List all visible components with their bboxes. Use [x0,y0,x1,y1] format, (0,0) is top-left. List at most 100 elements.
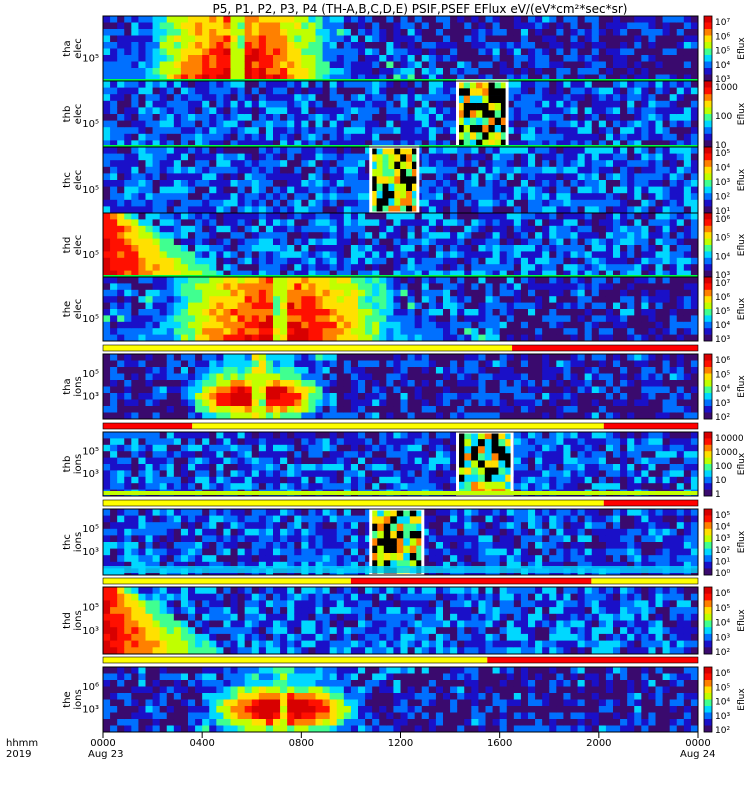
heat-cell [110,373,118,381]
heat-cell [485,309,493,316]
burst-cell [382,147,389,155]
heat-cell [308,42,316,49]
heat-cell [379,140,387,148]
heat-cell [690,153,699,161]
heat-cell [676,186,685,194]
heat-cell [244,399,253,407]
heat-cell [294,373,302,381]
heat-cell [393,42,401,49]
burst-cell [469,139,477,148]
heat-cell [683,42,692,49]
heat-cell [173,380,182,387]
heat-cell [485,48,493,56]
heat-cell [202,42,210,49]
heat-cell [145,160,153,168]
heat-cell [188,245,196,252]
burst-cell [388,169,395,177]
heat-cell [485,270,493,278]
heat-cell [124,160,132,168]
heat-cell [450,94,458,102]
colorbar-tick-label: 10⁴ [715,164,730,174]
heat-cell [556,114,564,121]
heat-cell [464,199,472,207]
heat-cell [513,74,522,82]
heat-cell [435,35,444,43]
heat-cell [287,354,295,361]
heat-cell [428,120,437,128]
heat-cell [669,213,678,220]
heat-cell [591,61,600,69]
heat-cell [535,334,543,342]
colorbar-segment [704,120,712,128]
heat-cell [379,386,387,394]
burst-cell [488,88,496,96]
heat-cell [570,42,578,49]
heat-cell [251,393,260,400]
heat-cell [166,251,175,259]
heat-cell [421,81,430,88]
heat-cell [386,245,394,252]
heat-cell [110,367,118,374]
heat-cell [173,393,182,400]
heat-cell [613,133,621,141]
burst-region [456,79,509,149]
heat-cell [343,232,352,239]
heat-cell [258,173,267,181]
heat-cell [528,238,536,246]
heat-cell [634,199,642,207]
heat-cell [605,328,614,335]
heat-cell [202,173,210,181]
heat-cell [103,61,111,69]
heat-cell [421,328,430,335]
heat-cell [485,173,493,181]
heat-cell [450,87,458,95]
heat-cell [230,257,238,265]
heat-cell [251,270,260,278]
heat-cell [209,257,217,265]
heat-cell [350,232,359,239]
heat-cell [563,289,571,297]
heat-cell [535,251,543,259]
heat-cell [613,206,621,214]
heat-cell [662,173,671,181]
colorbar-segment [704,270,712,278]
heat-cell [152,373,161,381]
heat-cell [244,367,253,374]
heat-cell [655,321,663,329]
heat-cell [435,186,444,194]
heat-cell [244,406,253,413]
heat-cell [103,74,111,82]
heat-cell [103,302,111,310]
heat-cell [492,334,501,342]
heat-cell [605,289,614,297]
heat-cell [570,68,578,75]
heat-cell [584,127,593,135]
heat-cell [379,81,387,88]
heat-cell [421,166,430,174]
colorbar-segment [704,55,712,62]
burst-cell [382,176,389,184]
heat-cell [414,87,423,95]
heat-cell [237,186,246,194]
heat-cell [287,270,295,278]
heat-cell [315,22,323,30]
heat-cell [202,283,210,291]
heat-cell [662,160,671,168]
heat-cell [294,48,302,56]
heat-cell [598,315,607,323]
heat-cell [301,206,309,214]
heat-cell [563,55,571,62]
heat-cell [471,55,479,62]
heat-cell [365,127,373,135]
heat-cell [258,94,267,102]
heat-cell [372,367,380,374]
heat-cell [131,173,139,181]
heat-cell [230,127,238,135]
heat-cell [499,147,508,154]
heat-cell [613,140,621,148]
heat-cell [173,186,182,194]
heat-cell [407,42,416,49]
heat-cell [690,180,699,187]
heat-cell [435,160,444,168]
heat-cell [251,22,260,30]
